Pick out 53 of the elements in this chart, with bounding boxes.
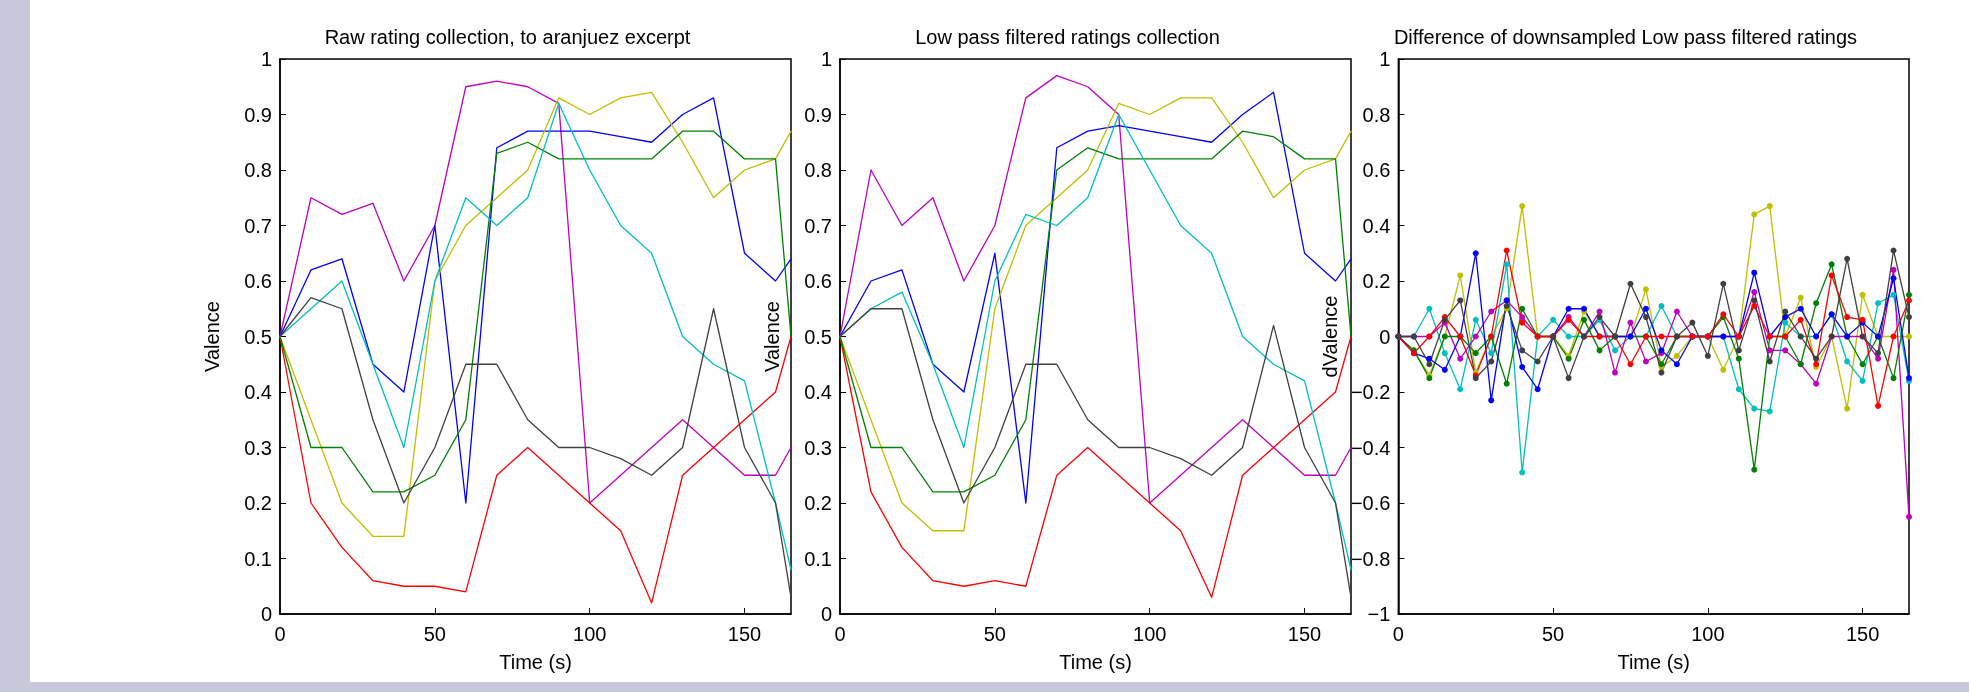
y-tick-label: 0.2 — [1362, 270, 1391, 292]
y-tick-label: 0.8 — [804, 159, 832, 181]
y-tick-label: 0.6 — [804, 270, 832, 292]
x-axis-title: Time (s) — [1617, 651, 1690, 673]
y-tick-label: −1 — [1367, 603, 1391, 625]
y-tick-label: −0.8 — [1350, 547, 1391, 570]
y-tick-label: 0 — [1379, 325, 1391, 348]
y-tick-label: 0.6 — [1362, 159, 1391, 181]
x-tick-label: 150 — [1845, 623, 1880, 645]
y-tick-label: 0.6 — [244, 270, 272, 292]
chart-title: Raw rating collection, to aranjuez excerpt — [324, 26, 691, 48]
x-tick-label: 150 — [1287, 623, 1322, 645]
y-axis-title: Valence — [201, 301, 223, 372]
y-tick-label: −0.4 — [1350, 436, 1391, 459]
y-tick-label: 0.9 — [804, 103, 832, 126]
y-tick-label: 0 — [260, 603, 272, 625]
x-tick-label: 150 — [727, 623, 762, 645]
y-tick-label: 1 — [1379, 48, 1391, 70]
y-tick-label: 1 — [260, 48, 272, 70]
y-tick-label: 0.4 — [244, 381, 272, 403]
y-axis-title: Valence — [761, 301, 783, 372]
y-axis-title: dValence — [1319, 295, 1341, 378]
x-tick-label: 50 — [1541, 623, 1565, 645]
x-tick-label: 100 — [573, 623, 607, 645]
y-tick-label: 0.8 — [1362, 103, 1391, 126]
y-tick-label: 0.1 — [804, 547, 832, 570]
y-tick-label: 0.1 — [244, 547, 272, 570]
x-tick-label: 0 — [834, 623, 846, 645]
y-tick-label: 0.2 — [244, 492, 272, 514]
chart-title: Low pass filtered ratings collection — [915, 26, 1220, 48]
chart-title: Difference of downsampled Low pass filtered ratings — [1393, 26, 1858, 48]
y-tick-label: 0.3 — [804, 436, 832, 459]
x-tick-label: 0 — [274, 623, 286, 645]
y-tick-label: 0 — [820, 603, 832, 625]
x-tick-label: 100 — [1133, 623, 1167, 645]
y-tick-label: −0.2 — [1350, 381, 1391, 403]
y-tick-label: 0.4 — [804, 381, 832, 403]
y-tick-label: 0.8 — [244, 159, 272, 181]
x-tick-label: 50 — [983, 623, 1006, 645]
y-tick-label: 0.7 — [804, 214, 832, 237]
y-tick-label: −0.6 — [1350, 492, 1391, 514]
y-tick-label: 0.4 — [1362, 214, 1391, 237]
x-axis-title: Time (s) — [499, 651, 572, 673]
x-tick-label: 50 — [423, 623, 446, 645]
y-tick-label: 0.5 — [804, 325, 832, 348]
y-tick-label: 0.7 — [244, 214, 272, 237]
y-tick-label: 0.9 — [244, 103, 272, 126]
y-tick-label: 1 — [820, 48, 832, 70]
x-tick-label: 100 — [1691, 623, 1725, 645]
x-axis-title: Time (s) — [1059, 651, 1132, 673]
y-tick-label: 0.3 — [244, 436, 272, 459]
y-tick-label: 0.2 — [804, 492, 832, 514]
y-tick-label: 0.5 — [244, 325, 272, 348]
